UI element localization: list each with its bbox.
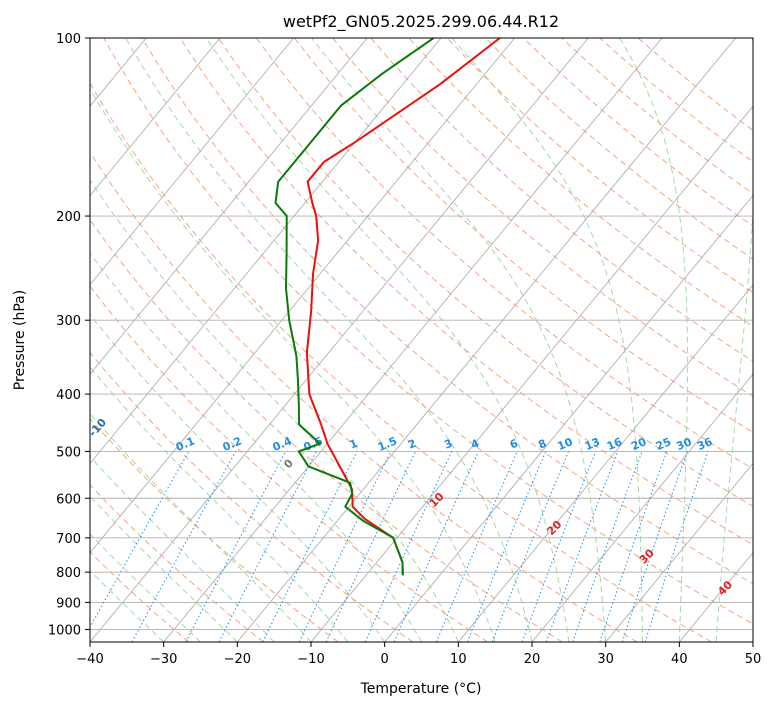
isotherm-line [236, 38, 736, 642]
dewpoint-profile-line [274, 38, 435, 576]
dry-adiabat [370, 38, 753, 362]
isotherm-line [457, 284, 753, 642]
mixing-ratio-line [364, 451, 453, 642]
mixing-ratio-line [262, 451, 358, 642]
moist-adiabat [90, 569, 165, 642]
moist-adiabat [90, 495, 238, 642]
mixing-ratio-line [521, 451, 597, 642]
y-tick-label: 700 [56, 532, 81, 547]
dry-adiabats [90, 38, 753, 642]
dry-adiabat [90, 285, 488, 642]
mixing-ratio-line [90, 451, 190, 629]
isotherm-line [90, 38, 368, 375]
plot-frame [89, 37, 754, 643]
y-tick-label: 500 [56, 445, 81, 460]
mixing-ratio-label: 13 [583, 435, 602, 453]
mixing-ratio-line [621, 451, 688, 642]
mixing-ratio-line [545, 451, 619, 642]
mixing-ratio-label: 16 [605, 435, 624, 453]
y-axis-label: Pressure (hPa) [12, 290, 28, 390]
isotherm-grid [90, 38, 753, 642]
moist-adiabat [90, 533, 201, 642]
isobar-grid [90, 38, 753, 630]
y-tick-label: 300 [56, 314, 81, 329]
dry-adiabat [90, 82, 712, 642]
mixing-ratio-line [218, 451, 317, 642]
isotherm-line [531, 373, 753, 642]
y-tick-label: 200 [56, 210, 81, 225]
moist-adiabats [90, 38, 753, 642]
x-axis-ticks: −40 −30 −20 −10 0 10 20 30 40 50 [76, 642, 761, 667]
dry-adiabat [294, 38, 753, 433]
moist-adiabat [311, 38, 607, 642]
isotherm-line [163, 38, 663, 642]
mixing-ratio-label: 30 [674, 435, 693, 453]
isotherm-line [90, 38, 442, 465]
moist-adiabat [205, 38, 570, 642]
moist-adiabat [90, 313, 386, 642]
temperature-profile-line [305, 38, 501, 576]
y-tick-label: 400 [56, 388, 81, 403]
mixing-ratio-line [491, 451, 569, 642]
x-tick-label: 0 [381, 652, 389, 667]
x-tick-label: 30 [597, 652, 614, 667]
isotherm-line [384, 194, 753, 642]
x-tick-label: −40 [76, 652, 103, 667]
y-tick-label: 900 [56, 596, 81, 611]
isotherm-line [90, 38, 221, 197]
moist-adiabat [90, 179, 459, 642]
isotherm-line [90, 38, 294, 286]
isotherm-line [90, 38, 515, 554]
x-axis-label: Temperature (°C) [360, 681, 482, 697]
mixing-ratio-label: 25 [654, 435, 673, 453]
dry-adiabat [332, 38, 753, 397]
mixing-ratio-label: 36 [695, 435, 714, 453]
isotherm-line [605, 462, 753, 642]
x-tick-label: 20 [524, 652, 541, 667]
moist-adiabat [619, 38, 689, 642]
dry-adiabat [90, 151, 638, 642]
chart-title: wetPf2_GN05.2025.299.06.44.R12 [283, 12, 559, 32]
moist-adiabat [90, 87, 496, 642]
mixing-ratio-line [572, 451, 643, 642]
moist-adiabat [715, 38, 753, 642]
mixing-ratio-line [644, 451, 709, 642]
moist-adiabat [125, 38, 533, 642]
x-tick-label: 10 [450, 652, 467, 667]
x-tick-label: −30 [150, 652, 177, 667]
mixing-ratio-line [599, 451, 668, 642]
mixing-ratio-line [131, 451, 237, 642]
moist-adiabat [90, 366, 349, 642]
plot-area: 0.1 0.2 0.4 0.6 1 1.5 2 3 4 6 8 10 13 16 20 25 30 36 -100… [90, 38, 753, 642]
mixing-ratio-label: 20 [629, 435, 648, 453]
x-tick-label: 50 [745, 652, 762, 667]
mixing-ratio-label: 10 [556, 435, 575, 453]
moist-adiabat [451, 38, 643, 642]
y-tick-label: 800 [56, 566, 81, 581]
isotherm-line [90, 38, 589, 642]
x-tick-label: −10 [297, 652, 324, 667]
mixing-ratio-line [435, 451, 518, 642]
dry-adiabat [90, 484, 264, 642]
x-tick-label: 40 [671, 652, 688, 667]
dry-adiabat [255, 38, 753, 470]
dry-adiabat [90, 551, 190, 642]
mixing-ratio-line [467, 451, 547, 642]
y-tick-label: 100 [56, 32, 81, 47]
x-tick-label: −20 [224, 652, 251, 667]
mixing-ratio-line [393, 451, 479, 642]
y-tick-label: 600 [56, 492, 81, 507]
y-tick-label: 1000 [48, 623, 81, 638]
y-axis-ticks: 100 200 300 400 500 600 700 800 900 1000 [48, 32, 90, 638]
dry-adiabat [90, 218, 563, 642]
dry-adiabat [90, 351, 414, 642]
profile-series [274, 38, 501, 576]
